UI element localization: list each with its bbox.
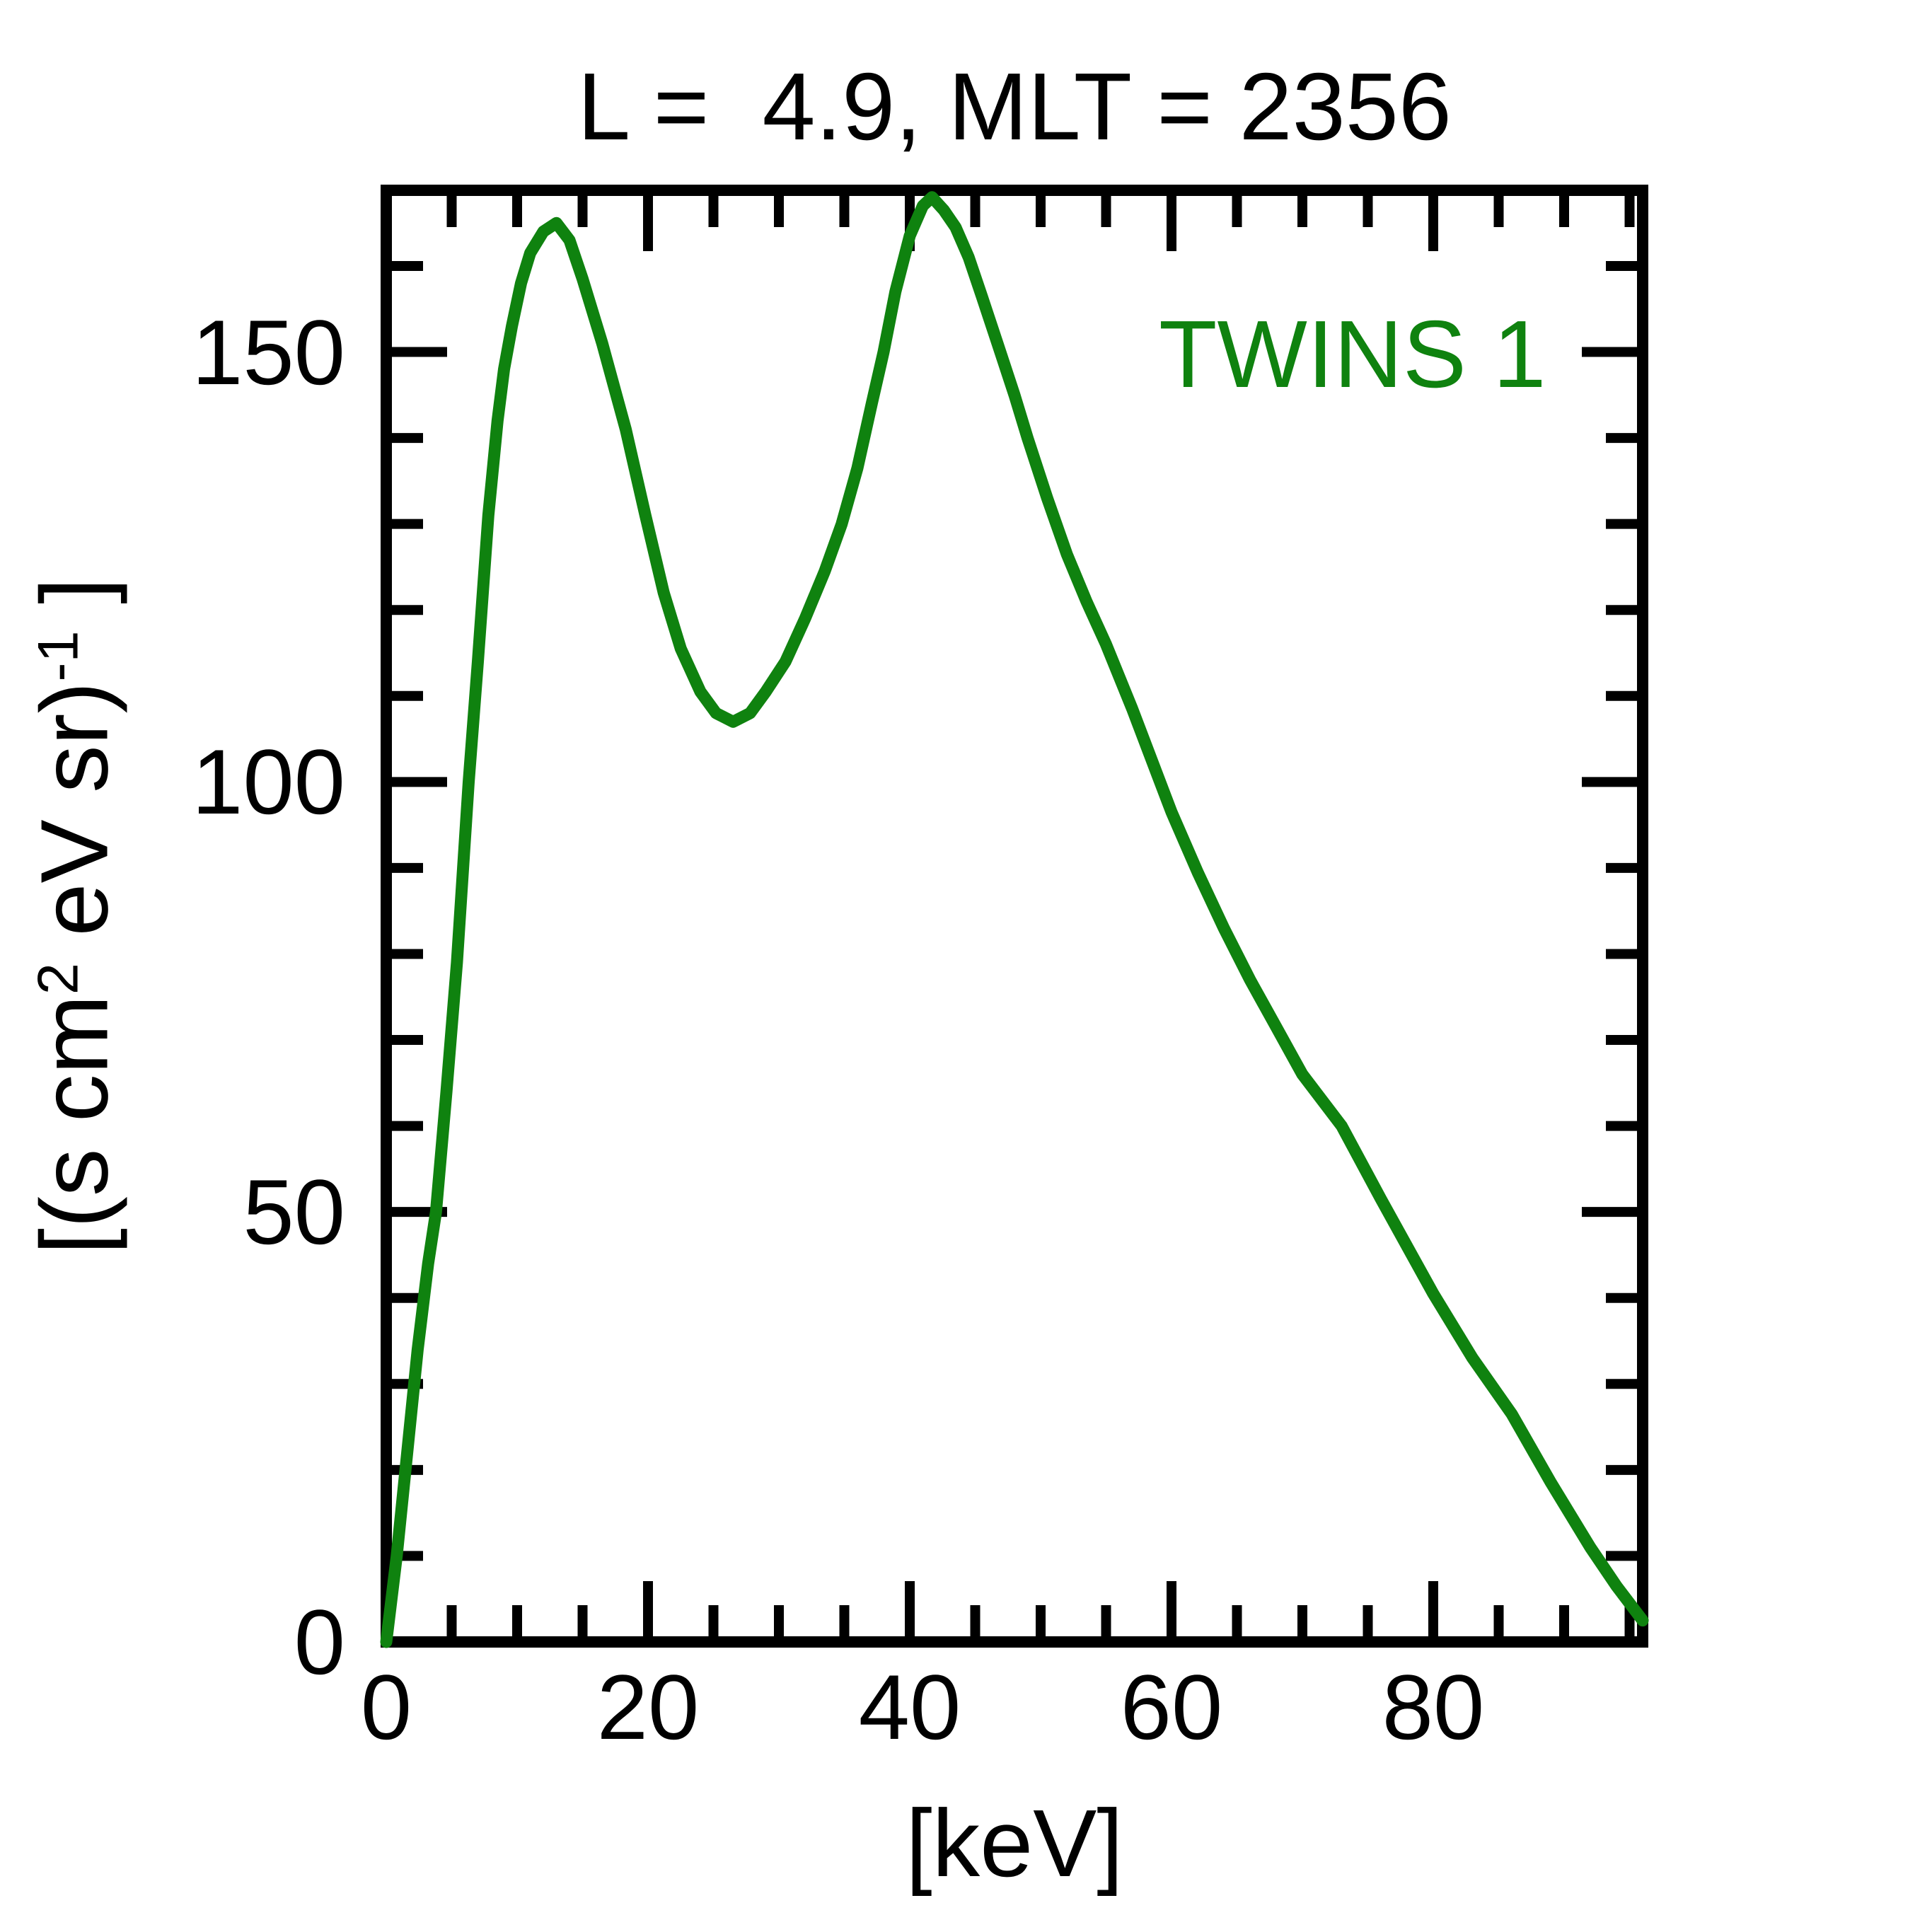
chart-title: L = 4.9, MLT = 2356 xyxy=(577,53,1452,160)
x-tick-label: 60 xyxy=(1120,1655,1223,1759)
x-tick-label: 80 xyxy=(1382,1655,1485,1759)
y-tick-label: 150 xyxy=(192,300,345,404)
y-axis-label-part: ] xyxy=(21,577,128,631)
x-tick-label: 20 xyxy=(596,1655,700,1759)
y-tick-label: 100 xyxy=(192,730,345,834)
y-tick-label: 0 xyxy=(294,1590,345,1694)
y-axis-label: [(s cm2 eV sr)-1 ] xyxy=(21,577,128,1254)
spectrum-curve xyxy=(380,191,1649,1648)
y-axis-label-superscript: 2 xyxy=(26,963,91,995)
y-axis-label-superscript: -1 xyxy=(26,630,91,682)
x-tick-label: 40 xyxy=(858,1655,961,1759)
plot-border xyxy=(381,185,1648,1648)
x-tick-label: 0 xyxy=(360,1655,412,1759)
legend-label: TWINS 1 xyxy=(1159,301,1546,407)
y-tick-label: 50 xyxy=(243,1160,345,1264)
x-axis-label: [keV] xyxy=(906,1790,1123,1897)
